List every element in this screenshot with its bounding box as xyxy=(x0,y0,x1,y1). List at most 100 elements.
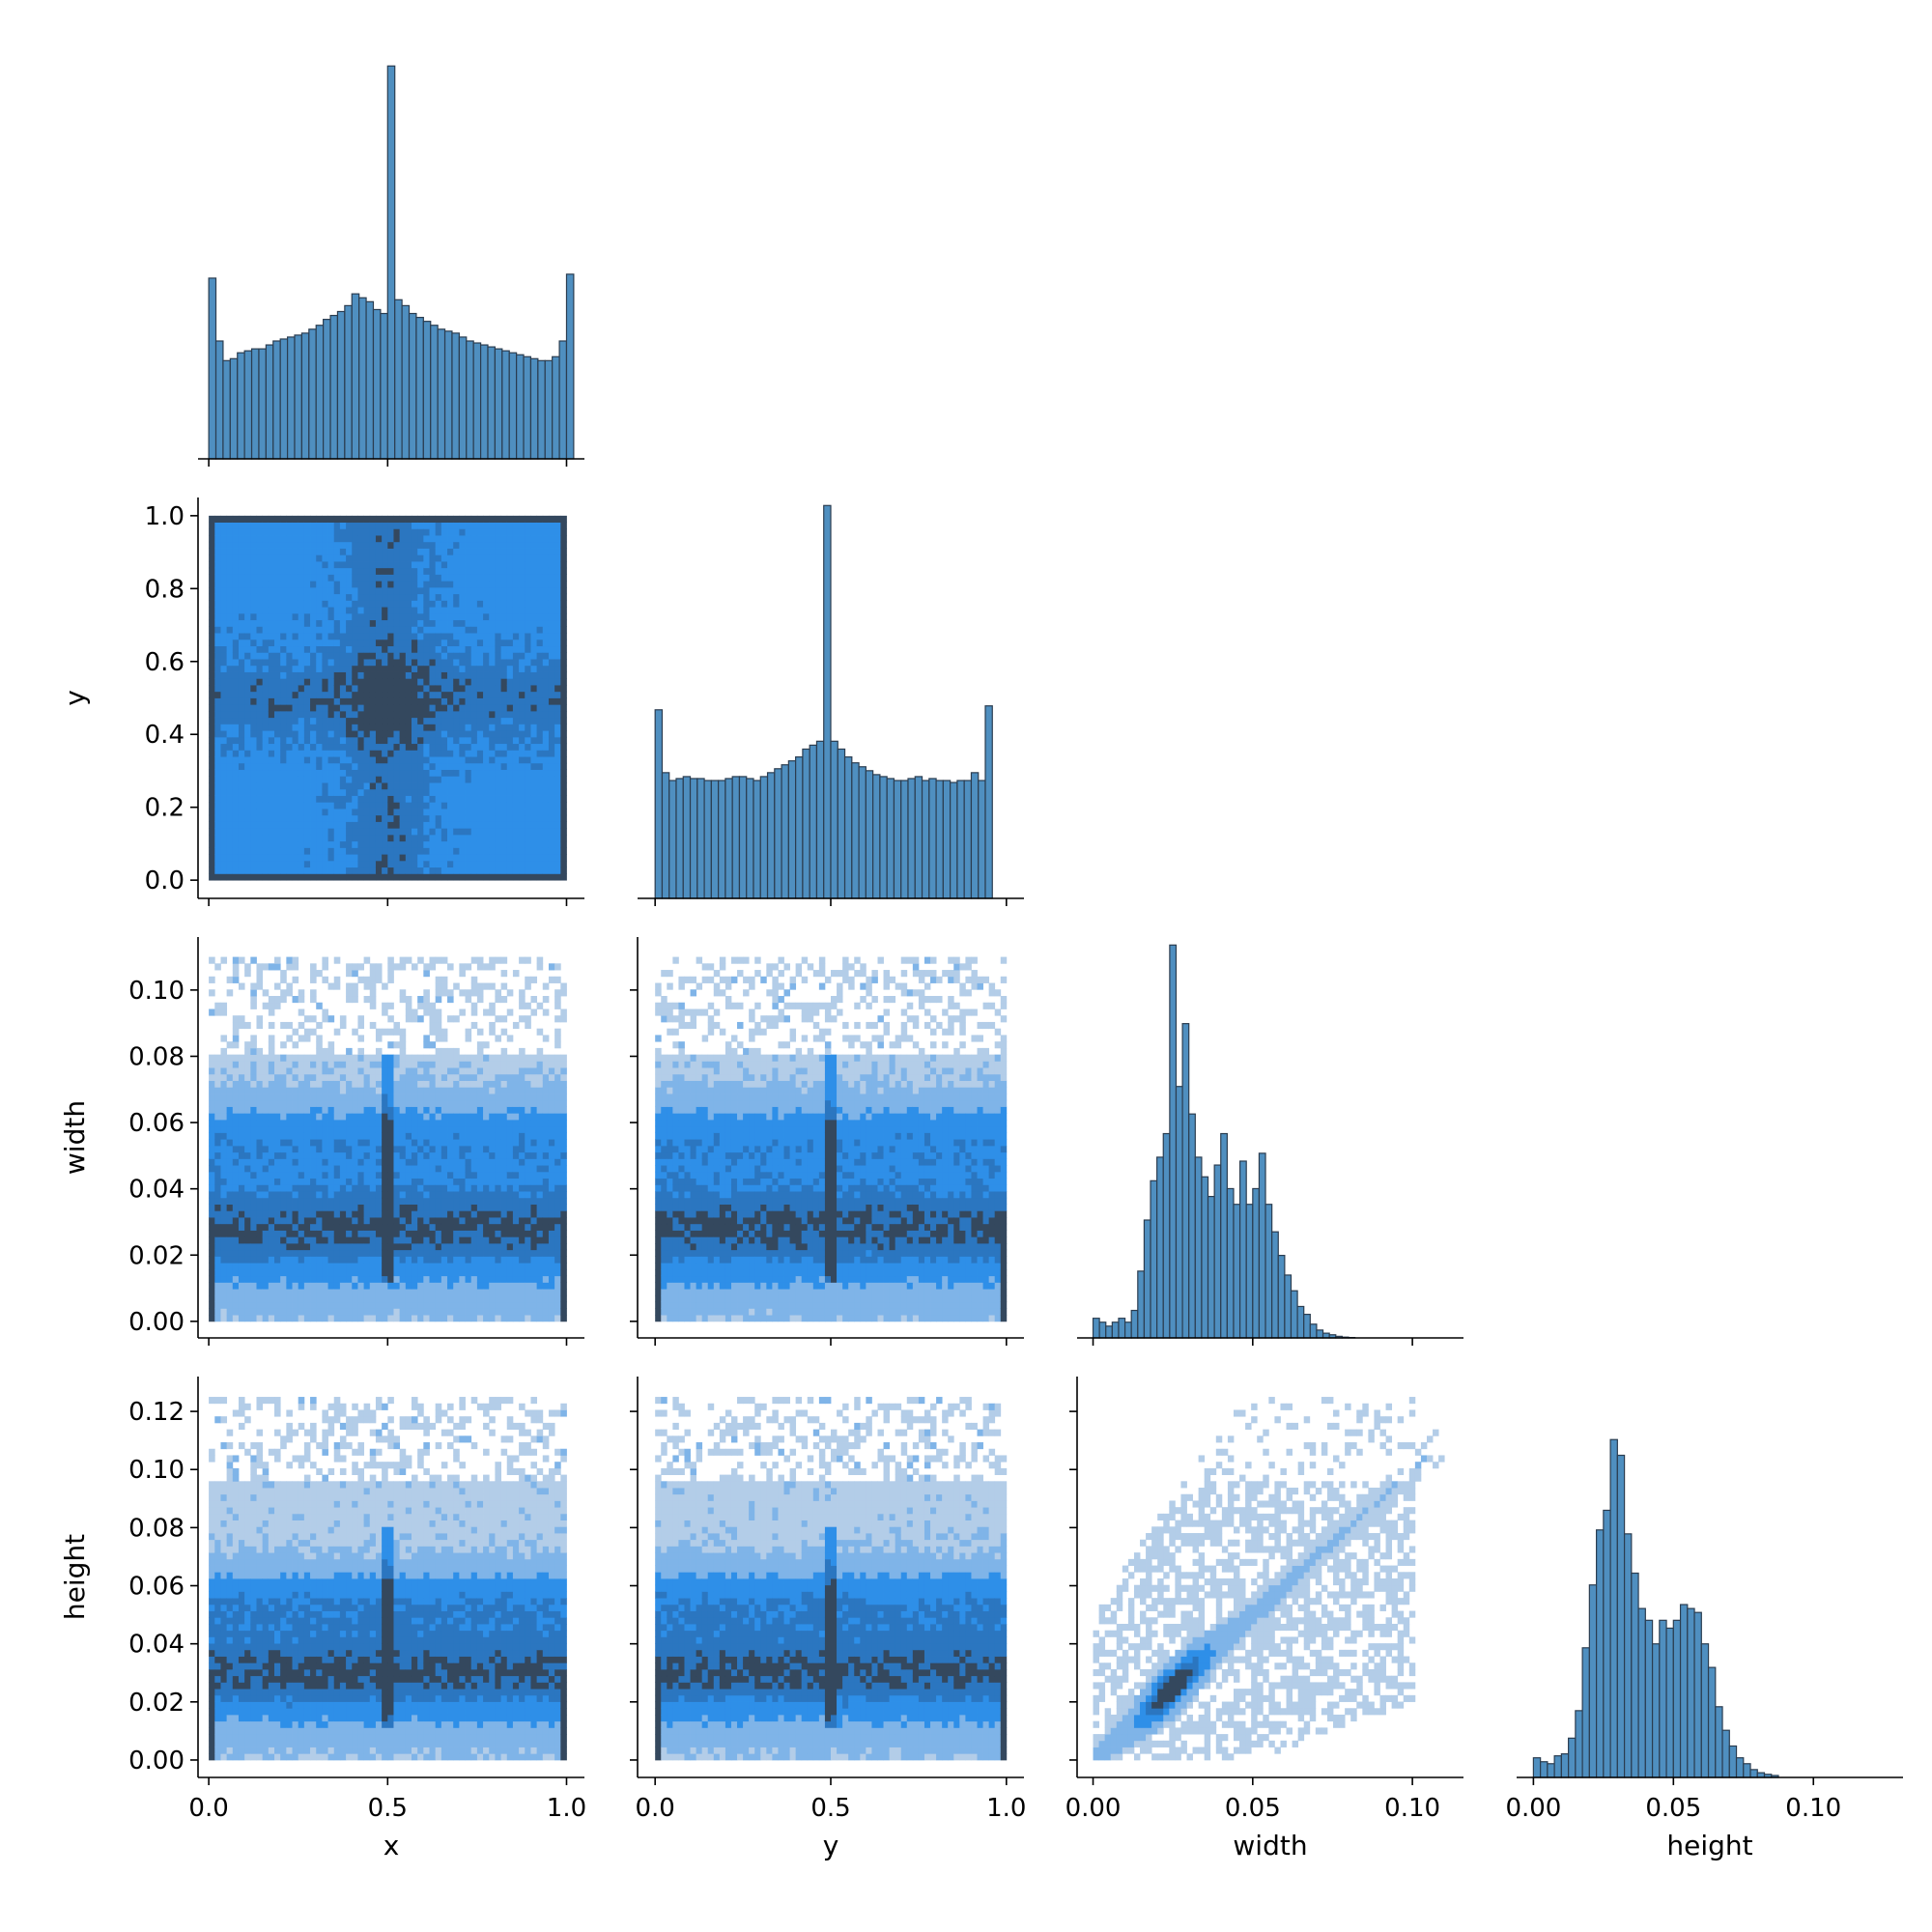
heatmap-cell xyxy=(333,574,341,582)
heatmap-cell xyxy=(310,724,317,731)
heatmap-cell xyxy=(548,515,555,524)
heatmap-cell xyxy=(333,802,341,810)
heatmap-cell xyxy=(333,554,341,562)
heatmap-cell xyxy=(244,809,251,816)
heatmap-cell xyxy=(393,619,401,627)
heatmap-cell xyxy=(220,522,228,529)
heatmap-cell xyxy=(268,639,275,647)
heatmap-cell xyxy=(209,619,215,627)
histogram-bar xyxy=(914,776,923,899)
heatmap-cell xyxy=(512,762,520,771)
heatmap-cell xyxy=(322,1184,328,1192)
heatmap-cell xyxy=(256,528,264,536)
heatmap-cell xyxy=(292,633,299,640)
heatmap-cell xyxy=(423,581,430,588)
heatmap-cell xyxy=(393,873,401,881)
heatmap-cell xyxy=(429,697,437,705)
heatmap-cell xyxy=(405,515,412,524)
heatmap-cell xyxy=(489,541,496,549)
heatmap-cell xyxy=(375,567,383,575)
heatmap-cell xyxy=(209,704,215,712)
heatmap-cell xyxy=(280,678,287,686)
heatmap-cell xyxy=(548,554,555,562)
heatmap-cell xyxy=(382,1145,388,1153)
heatmap-cell xyxy=(440,814,448,822)
heatmap-cell xyxy=(382,1009,388,1016)
heatmap-cell xyxy=(209,1158,215,1166)
heatmap-cell xyxy=(226,1139,234,1147)
heatmap-cell xyxy=(250,515,257,524)
heatmap-cell xyxy=(470,541,478,549)
heatmap-cell xyxy=(554,626,561,634)
heatmap-cell xyxy=(280,1301,287,1309)
histogram-bar xyxy=(501,350,510,460)
heatmap-cell xyxy=(536,809,544,816)
heatmap-cell xyxy=(369,1178,377,1185)
heatmap-cell xyxy=(357,1217,365,1225)
heatmap-cell xyxy=(274,652,281,660)
heatmap-cell xyxy=(506,769,514,777)
heatmap-cell xyxy=(220,612,228,621)
heatmap-cell xyxy=(274,762,281,771)
heatmap-cell xyxy=(339,626,347,634)
heatmap-cell xyxy=(280,1184,287,1192)
heatmap-cell xyxy=(298,1145,305,1153)
heatmap-cell xyxy=(327,659,335,667)
heatmap-cell xyxy=(506,612,514,621)
heatmap-cell xyxy=(262,1099,270,1107)
heatmap-cell xyxy=(250,769,257,777)
heatmap-cell xyxy=(530,522,538,529)
heatmap-cell xyxy=(244,1087,251,1094)
heatmap-cell xyxy=(256,515,264,524)
heatmap-cell xyxy=(316,873,323,881)
heatmap-cell xyxy=(453,821,460,829)
heatmap-cell xyxy=(327,574,335,582)
heatmap-cell xyxy=(512,567,520,575)
heatmap-cell xyxy=(435,633,442,640)
heatmap-cell xyxy=(357,730,365,738)
heatmap-cell xyxy=(274,1067,281,1075)
heatmap-cell xyxy=(244,1197,251,1205)
heatmap-cell xyxy=(447,567,454,575)
heatmap-cell xyxy=(327,515,335,524)
heatmap-cell xyxy=(382,762,388,771)
heatmap-cell xyxy=(525,619,531,627)
heatmap-cell xyxy=(352,802,358,810)
heatmap-cell xyxy=(262,691,270,698)
heatmap-cell xyxy=(280,593,287,601)
heatmap-cell xyxy=(214,1268,221,1277)
heatmap-cell xyxy=(286,1061,293,1068)
heatmap-cell xyxy=(226,665,234,672)
histogram-bar xyxy=(661,772,670,899)
heatmap-cell xyxy=(209,989,215,997)
heatmap-cell xyxy=(489,762,496,771)
heatmap-cell xyxy=(256,1236,264,1244)
heatmap-cell xyxy=(470,704,478,712)
heatmap-cell xyxy=(423,762,430,771)
heatmap-cell xyxy=(495,535,501,543)
heatmap-cell xyxy=(214,1132,221,1140)
heatmap-cell xyxy=(339,1139,347,1147)
heatmap-cell xyxy=(346,639,353,647)
heatmap-cell xyxy=(286,776,293,783)
heatmap-cell xyxy=(292,1301,299,1309)
heatmap-cell xyxy=(417,691,424,698)
heatmap-cell xyxy=(262,574,270,582)
heatmap-cell xyxy=(352,788,358,796)
heatmap-cell xyxy=(393,522,401,529)
heatmap-cell xyxy=(530,548,538,555)
heatmap-cell xyxy=(369,1289,377,1296)
heatmap-cell xyxy=(536,535,544,543)
heatmap-cell xyxy=(303,697,311,705)
heatmap-cell xyxy=(459,639,466,647)
heatmap-cell xyxy=(495,697,501,705)
heatmap-cell xyxy=(209,1073,215,1081)
heatmap-cell xyxy=(352,1230,358,1237)
histogram-bar xyxy=(1169,944,1178,1339)
heatmap-cell xyxy=(232,1191,240,1199)
heatmap-cell xyxy=(226,652,234,660)
heatmap-cell xyxy=(316,600,323,608)
heatmap-cell xyxy=(346,1067,353,1075)
heatmap-cell xyxy=(214,522,221,529)
heatmap-cell xyxy=(519,730,526,738)
